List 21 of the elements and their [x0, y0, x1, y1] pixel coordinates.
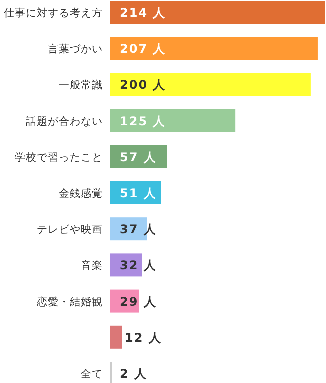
data-label: 125 人 — [120, 114, 166, 128]
data-label: 214 人 — [120, 6, 166, 20]
y-tick-label: 仕事に対する考え方 — [4, 6, 103, 20]
y-tick-label: 言葉づかい — [48, 42, 103, 56]
y-tick-label: テレビや映画 — [37, 223, 103, 236]
data-label: 37 人 — [120, 222, 157, 237]
data-label: 51 人 — [120, 186, 157, 200]
data-label: 2 人 — [120, 367, 148, 381]
data-label: 57 人 — [120, 150, 157, 164]
y-tick-label: 音楽 — [81, 259, 103, 272]
data-label: 207 人 — [120, 42, 166, 56]
y-tick-label: 恋愛・結婚観 — [36, 295, 103, 308]
data-label: 12 人 — [125, 330, 162, 345]
y-tick-label: 金銭感覚 — [59, 187, 103, 200]
data-label: 29 人 — [120, 294, 157, 309]
y-tick-label: 一般常識 — [59, 78, 103, 92]
y-tick-label: 学校で習ったこと — [15, 150, 103, 164]
data-label: 32 人 — [120, 258, 157, 273]
y-tick-label: 話題が合わない — [26, 114, 103, 128]
y-tick-label: 全て — [81, 368, 103, 380]
data-label: 200 人 — [120, 78, 166, 92]
